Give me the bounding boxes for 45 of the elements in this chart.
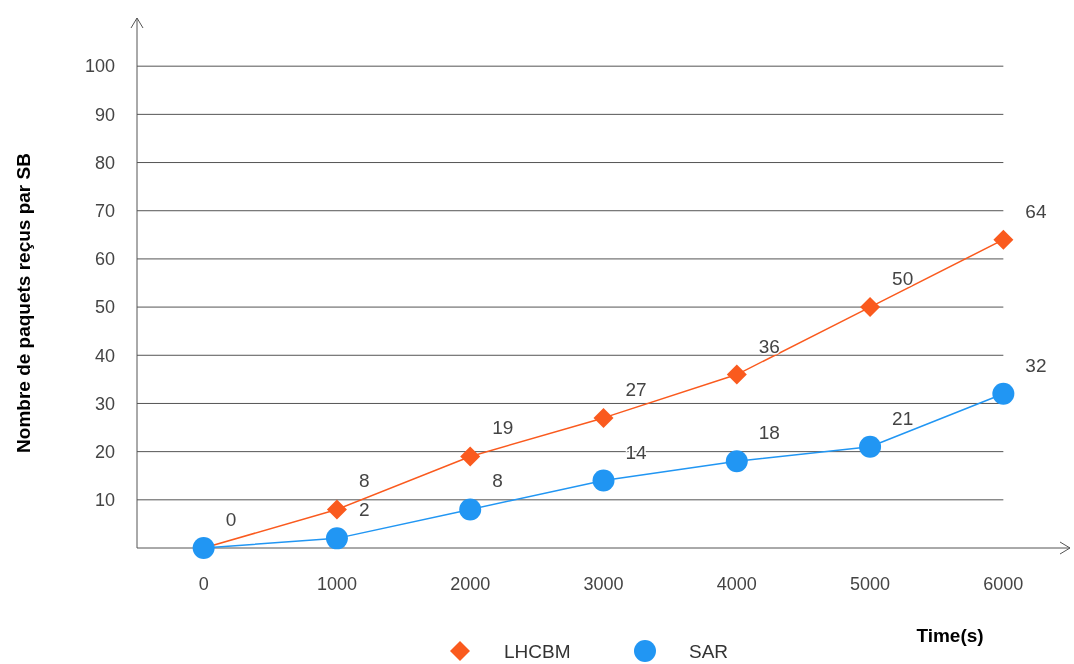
y-tick-label: 10 xyxy=(94,490,115,511)
data-label: 50 xyxy=(892,268,914,290)
point xyxy=(460,446,481,467)
data-label: 36 xyxy=(758,335,780,357)
data-label: 8 xyxy=(358,470,370,492)
x-tick-label: 3000 xyxy=(583,574,624,594)
y-tick-label: 60 xyxy=(94,249,115,270)
point xyxy=(593,407,614,428)
point xyxy=(860,297,881,318)
point xyxy=(859,435,882,458)
point xyxy=(326,499,347,520)
x-axis-title: Time(s) xyxy=(916,625,984,646)
x-tick-label: 6000 xyxy=(983,574,1024,594)
x-tick-label: 0 xyxy=(198,574,209,594)
y-tick-label: 70 xyxy=(94,201,115,222)
data-label: 27 xyxy=(625,378,647,400)
data-label: 19 xyxy=(492,417,514,439)
data-label: 8 xyxy=(492,470,503,492)
x-tick-label: 1000 xyxy=(316,574,357,594)
point xyxy=(725,450,748,473)
data-label: 64 xyxy=(1025,200,1047,222)
point xyxy=(459,498,482,521)
point xyxy=(592,469,615,492)
data-label: 0 xyxy=(225,509,237,530)
legend-label: LHCBM xyxy=(504,640,571,662)
y-tick-label: 100 xyxy=(84,56,115,77)
y-tick-label: 50 xyxy=(94,297,115,318)
y-tick-label: 20 xyxy=(94,441,115,462)
point xyxy=(325,527,348,550)
x-tick-label: 5000 xyxy=(850,574,891,594)
y-tick-label: 40 xyxy=(94,345,115,366)
point xyxy=(993,229,1014,250)
data-label: 21 xyxy=(892,407,914,429)
x-tick-label: 2000 xyxy=(450,574,491,594)
y-tick-label: 80 xyxy=(94,152,115,173)
legend-label: SAR xyxy=(689,640,729,662)
point xyxy=(726,364,747,385)
point xyxy=(992,382,1015,405)
y-tick-label: 90 xyxy=(94,104,115,125)
x-tick-label: 4000 xyxy=(716,574,757,594)
y-tick-label: 30 xyxy=(94,393,115,414)
data-label: 32 xyxy=(1025,354,1047,376)
data-label: 18 xyxy=(758,422,780,444)
y-axis-title: Nombre de paquets reçus par SB xyxy=(13,153,34,453)
data-label: 2 xyxy=(358,499,370,521)
